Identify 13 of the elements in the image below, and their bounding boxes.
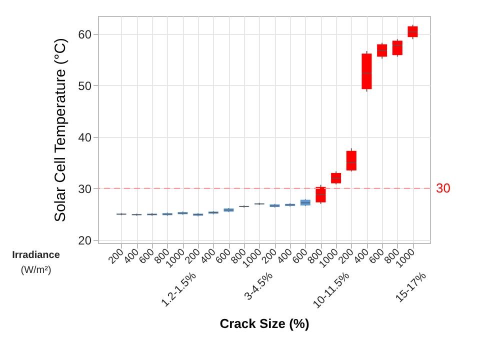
text: (W/m²) [20,265,52,276]
x-tick-label: 200 [336,246,356,267]
y-axis-title: Solar Cell Temperature (°C) [52,38,70,222]
x-axis-title: Crack Size (%) [220,316,310,331]
x-tick-label: 200 [106,246,126,267]
y-tick-label: 20 [78,233,92,248]
y-tick-label: 50 [78,78,92,93]
text: Irradiance [12,250,60,261]
ref-line-label: 30 [436,180,450,196]
x-tick-label: 200 [260,246,280,267]
y-tick-label: 40 [78,130,92,144]
y-tick-label: 30 [78,182,92,196]
y-tick-label: 60 [78,28,92,42]
